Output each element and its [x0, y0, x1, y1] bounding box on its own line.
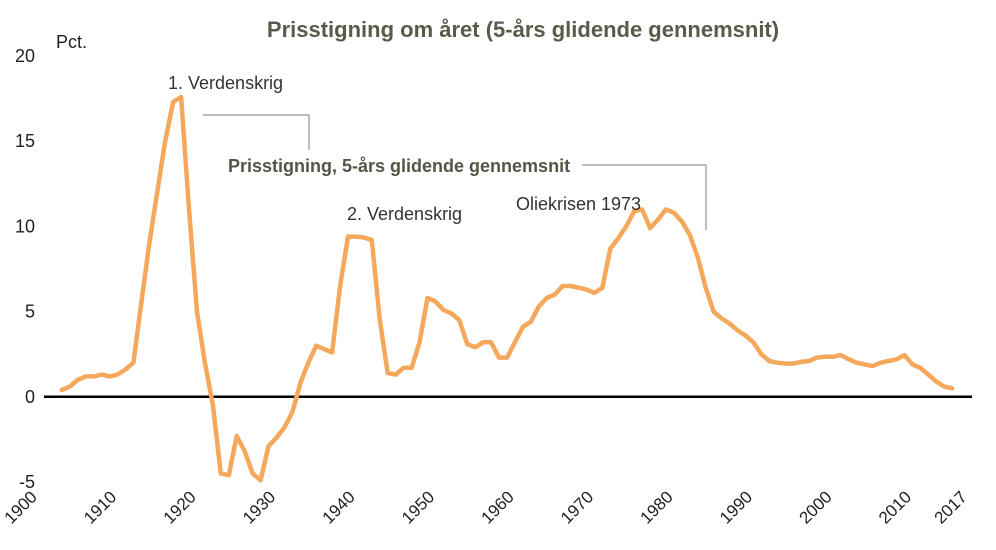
x-tick-label: 1960: [478, 487, 518, 527]
x-tick-label: 1970: [557, 487, 597, 527]
x-tick-label: 1920: [160, 487, 200, 527]
y-tick-label: 5: [25, 302, 35, 322]
x-tick-label: 1900: [1, 487, 41, 527]
y-tick-label: 15: [15, 131, 35, 151]
chart-title: Prisstigning om året (5-års glidende gen…: [267, 17, 779, 42]
x-tick-label: 2017: [931, 487, 971, 527]
annotation-ww2: 2. Verdenskrig: [347, 204, 462, 224]
x-tick-label: 1930: [239, 487, 279, 527]
series-label: Prisstigning, 5-års glidende gennemsnit: [228, 156, 570, 176]
y-tick-label: -5: [19, 472, 35, 492]
y-tick-label: 10: [15, 216, 35, 236]
x-tick-label: 2010: [875, 487, 915, 527]
x-tick-label: 1980: [637, 487, 677, 527]
series-line: [59, 94, 955, 483]
x-tick-label: 2000: [796, 487, 836, 527]
x-tick-labels: 1900 1910 1920 1930 1940 1950 1960 1970 1980 1990…: [1, 487, 971, 527]
y-tick-label: 0: [25, 387, 35, 407]
y-tick-label: 20: [15, 46, 35, 66]
annotation-oil-crisis: Oliekrisen 1973: [516, 194, 641, 214]
x-tick-label: 1940: [319, 487, 359, 527]
y-axis-unit: Pct.: [56, 32, 87, 52]
x-tick-label: 1950: [398, 487, 438, 527]
y-tick-labels: -5 0 5 10 15 20: [15, 46, 35, 492]
x-tick-label: 1910: [80, 487, 120, 527]
annotation-ww1: 1. Verdenskrig: [168, 73, 283, 93]
x-tick-label: 1990: [716, 487, 756, 527]
annotation-leader-2: [582, 164, 707, 230]
annotation-leader-1: [203, 114, 310, 150]
